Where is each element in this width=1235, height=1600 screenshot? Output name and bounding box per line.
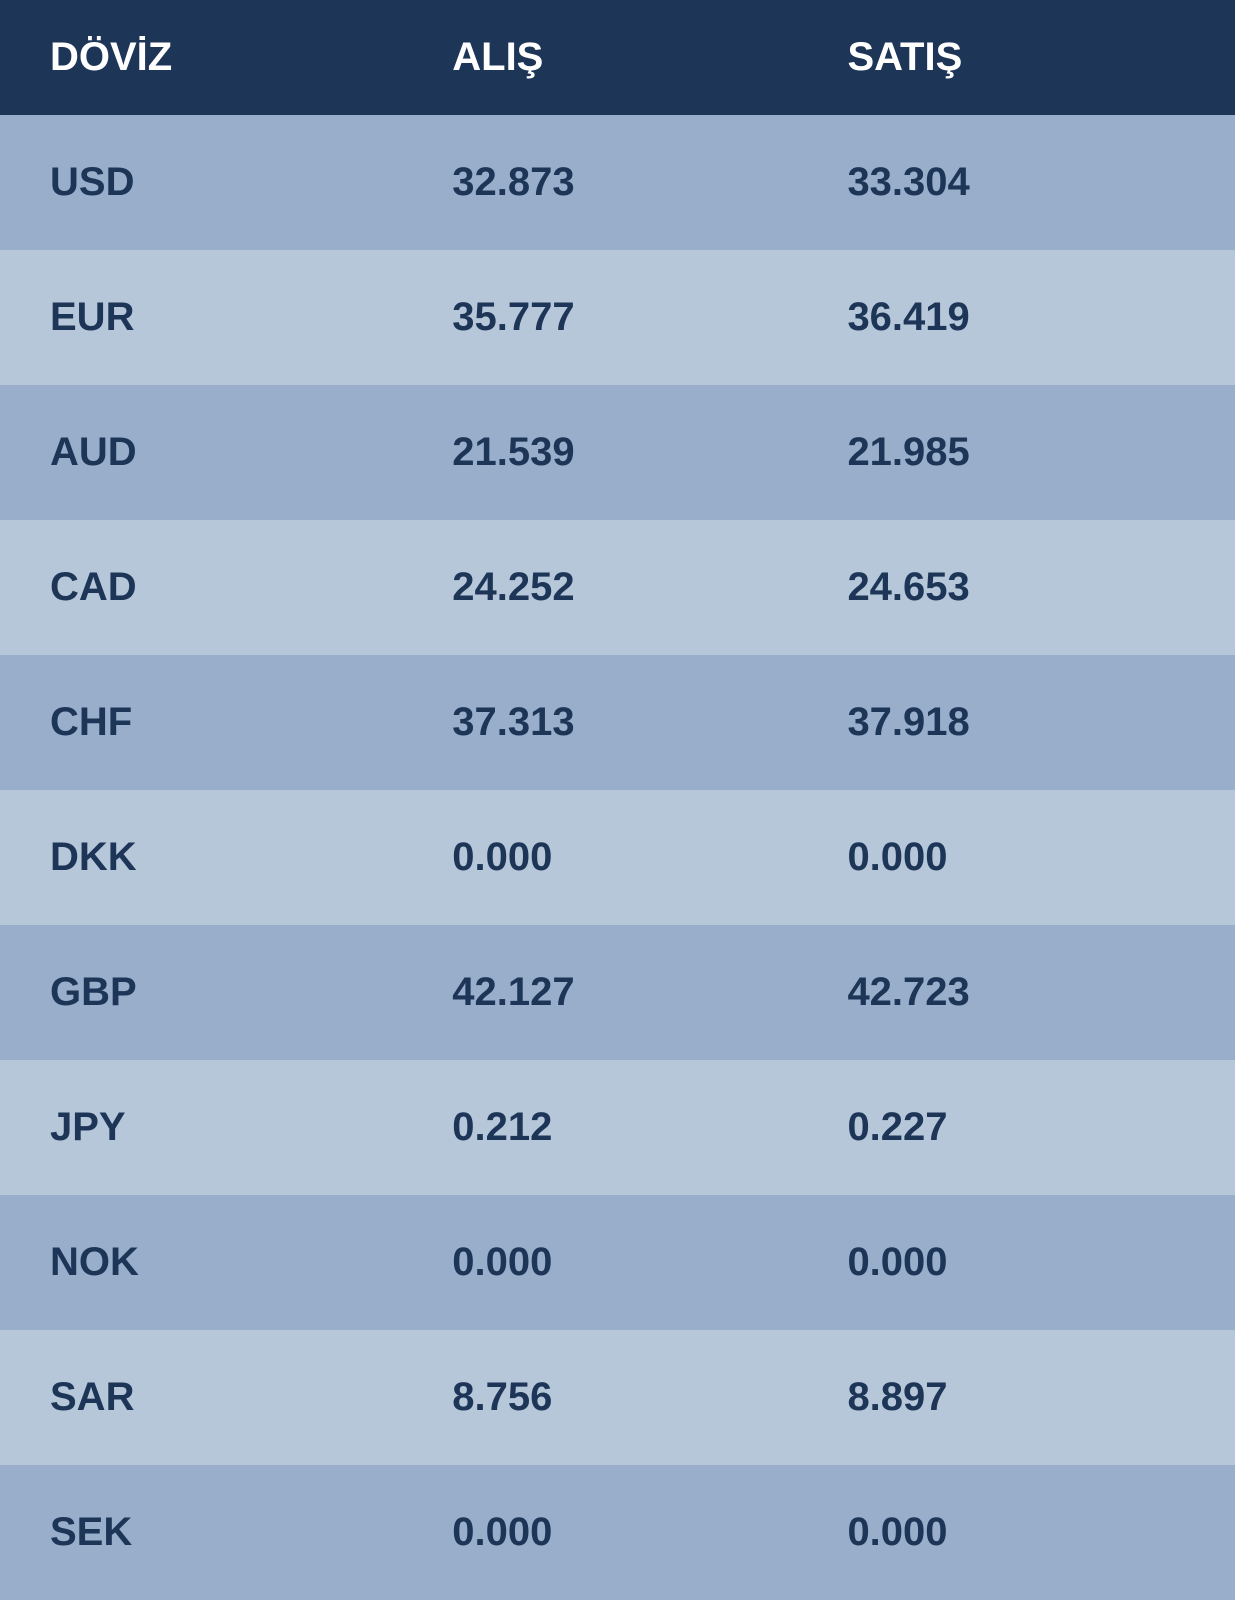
table-header-row: DÖVİZ ALIŞ SATIŞ	[0, 0, 1235, 115]
cell-sell: 0.227	[827, 1105, 1235, 1150]
table-row: JPY 0.212 0.227	[0, 1060, 1235, 1195]
cell-currency: CAD	[0, 565, 432, 610]
cell-buy: 37.313	[432, 700, 827, 745]
cell-sell: 37.918	[827, 700, 1235, 745]
header-buy: ALIŞ	[432, 35, 827, 80]
cell-currency: JPY	[0, 1105, 432, 1150]
cell-currency: CHF	[0, 700, 432, 745]
cell-sell: 24.653	[827, 565, 1235, 610]
cell-currency: EUR	[0, 295, 432, 340]
cell-sell: 21.985	[827, 430, 1235, 475]
cell-buy: 32.873	[432, 160, 827, 205]
cell-currency: USD	[0, 160, 432, 205]
currency-exchange-table: DÖVİZ ALIŞ SATIŞ USD 32.873 33.304 EUR 3…	[0, 0, 1235, 1600]
cell-buy: 24.252	[432, 565, 827, 610]
table-row: CAD 24.252 24.653	[0, 520, 1235, 655]
cell-buy: 0.000	[432, 1240, 827, 1285]
table-row: GBP 42.127 42.723	[0, 925, 1235, 1060]
cell-currency: GBP	[0, 970, 432, 1015]
header-sell: SATIŞ	[827, 35, 1235, 80]
table-row: EUR 35.777 36.419	[0, 250, 1235, 385]
header-currency: DÖVİZ	[0, 35, 432, 80]
table-row: CHF 37.313 37.918	[0, 655, 1235, 790]
cell-sell: 36.419	[827, 295, 1235, 340]
cell-buy: 0.000	[432, 1510, 827, 1555]
cell-sell: 42.723	[827, 970, 1235, 1015]
cell-buy: 21.539	[432, 430, 827, 475]
cell-buy: 8.756	[432, 1375, 827, 1420]
cell-sell: 8.897	[827, 1375, 1235, 1420]
cell-buy: 35.777	[432, 295, 827, 340]
cell-buy: 0.212	[432, 1105, 827, 1150]
table-row: AUD 21.539 21.985	[0, 385, 1235, 520]
cell-sell: 33.304	[827, 160, 1235, 205]
table-row: SAR 8.756 8.897	[0, 1330, 1235, 1465]
cell-sell: 0.000	[827, 1240, 1235, 1285]
table-row: NOK 0.000 0.000	[0, 1195, 1235, 1330]
cell-currency: NOK	[0, 1240, 432, 1285]
cell-currency: SAR	[0, 1375, 432, 1420]
cell-sell: 0.000	[827, 1510, 1235, 1555]
cell-currency: SEK	[0, 1510, 432, 1555]
cell-buy: 0.000	[432, 835, 827, 880]
cell-sell: 0.000	[827, 835, 1235, 880]
cell-currency: AUD	[0, 430, 432, 475]
table-row: DKK 0.000 0.000	[0, 790, 1235, 925]
table-row: USD 32.873 33.304	[0, 115, 1235, 250]
cell-buy: 42.127	[432, 970, 827, 1015]
cell-currency: DKK	[0, 835, 432, 880]
table-row: SEK 0.000 0.000	[0, 1465, 1235, 1600]
